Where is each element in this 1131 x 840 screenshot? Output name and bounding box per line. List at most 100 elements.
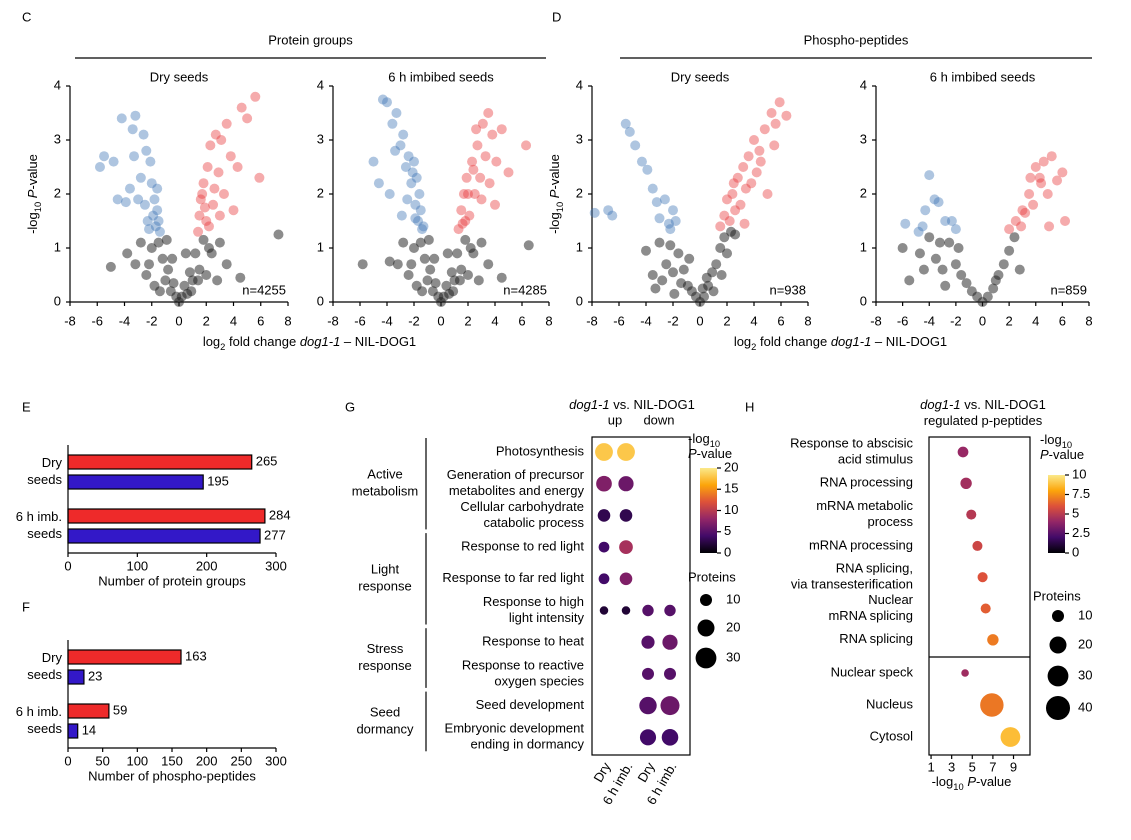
point bbox=[105, 261, 116, 272]
chart-title: 6 h imbibed seeds bbox=[930, 69, 1036, 84]
value-label: 163 bbox=[185, 648, 207, 663]
y-axis-label-part: -log bbox=[25, 212, 40, 234]
y-tick-label: 1 bbox=[576, 239, 583, 254]
x-axis-label-part: – NIL-DOG1 bbox=[340, 334, 416, 349]
size-legend-label: 20 bbox=[1078, 636, 1092, 651]
point bbox=[236, 102, 247, 113]
header-part: regulated p-peptides bbox=[924, 413, 1043, 428]
group-label: response bbox=[358, 658, 411, 673]
dot bbox=[639, 696, 657, 715]
row-label: RNA splicing, bbox=[836, 561, 913, 576]
point bbox=[429, 253, 440, 264]
point bbox=[475, 172, 486, 183]
point bbox=[759, 124, 770, 135]
point bbox=[1017, 205, 1028, 216]
row-label: ending in dormancy bbox=[471, 737, 585, 752]
row-label: Response to reactive bbox=[462, 657, 584, 672]
x-tick-label: 0 bbox=[175, 313, 182, 328]
point bbox=[141, 145, 152, 156]
value-label: 23 bbox=[88, 668, 102, 683]
point bbox=[944, 237, 955, 248]
point bbox=[387, 118, 398, 129]
point bbox=[154, 286, 165, 297]
colorbar-tick-label: 0 bbox=[1072, 544, 1079, 559]
point bbox=[232, 162, 243, 172]
point bbox=[463, 189, 473, 199]
group-label: metabolism bbox=[352, 484, 418, 499]
point bbox=[496, 124, 507, 135]
size-legend-label: 20 bbox=[726, 619, 740, 634]
point bbox=[425, 264, 436, 275]
point bbox=[446, 267, 457, 278]
category-label: 6 h imb. bbox=[16, 704, 62, 719]
x-tick-label: 150 bbox=[161, 753, 183, 768]
point bbox=[673, 248, 684, 259]
point bbox=[654, 213, 665, 224]
point bbox=[94, 162, 105, 172]
row-label: Response to red light bbox=[461, 539, 584, 554]
point bbox=[940, 280, 951, 291]
point bbox=[990, 275, 1001, 286]
point bbox=[208, 199, 219, 210]
point bbox=[403, 151, 414, 162]
point bbox=[471, 124, 482, 135]
header-part: dog1-1 bbox=[569, 397, 609, 412]
point bbox=[368, 156, 379, 167]
point bbox=[127, 124, 138, 135]
point bbox=[1057, 167, 1068, 178]
dot bbox=[597, 509, 611, 522]
colorbar-title-part: -log bbox=[688, 431, 710, 446]
point bbox=[194, 264, 205, 275]
point bbox=[484, 178, 495, 189]
row-label: Photosynthesis bbox=[496, 443, 585, 458]
point bbox=[221, 259, 232, 270]
point bbox=[390, 145, 401, 156]
y-tick-label: 2 bbox=[576, 185, 583, 200]
point bbox=[1004, 224, 1015, 235]
bar bbox=[67, 669, 85, 685]
size-legend-dot bbox=[1047, 665, 1069, 687]
point bbox=[167, 253, 178, 264]
point bbox=[708, 286, 719, 297]
colorbar-title-part: 10 bbox=[710, 439, 720, 449]
header-part: vs. NIL-DOG1 bbox=[610, 397, 695, 412]
point bbox=[186, 286, 197, 297]
row-label: mRNA splicing bbox=[828, 608, 913, 623]
x-tick-label: 2 bbox=[203, 313, 210, 328]
point bbox=[452, 248, 463, 259]
x-axis-label: -log10 P-value bbox=[932, 774, 1012, 792]
group-label: Active bbox=[367, 467, 402, 482]
point bbox=[396, 210, 407, 221]
point bbox=[209, 183, 220, 194]
y-tick-label: 3 bbox=[576, 131, 583, 146]
point bbox=[190, 248, 201, 259]
point bbox=[410, 213, 421, 224]
point bbox=[133, 194, 144, 205]
point bbox=[647, 183, 658, 194]
point bbox=[1044, 221, 1055, 232]
y-axis-label-part: P bbox=[547, 189, 562, 198]
row-label: Response to heat bbox=[482, 634, 584, 649]
group-label: Seed bbox=[370, 704, 400, 719]
point bbox=[460, 234, 471, 245]
point bbox=[937, 264, 948, 275]
point bbox=[254, 172, 265, 183]
category-label: 6 h imb. bbox=[16, 509, 62, 524]
row-label: Cellular carbohydrate bbox=[460, 499, 584, 514]
point bbox=[929, 194, 940, 205]
chart-title: Dry seeds bbox=[671, 69, 730, 84]
colorbar-tick-label: 2.5 bbox=[1072, 525, 1090, 540]
group-title: Protein groups bbox=[268, 32, 353, 47]
bar bbox=[67, 474, 204, 490]
point bbox=[250, 91, 261, 102]
group-title: Phospho-peptides bbox=[804, 32, 909, 47]
y-axis-label-part: -value bbox=[25, 154, 40, 189]
point bbox=[961, 278, 972, 289]
colorbar-tick-label: 20 bbox=[724, 459, 738, 474]
point bbox=[411, 172, 422, 183]
colorbar-title-part: P bbox=[688, 446, 697, 461]
point bbox=[423, 234, 434, 245]
point bbox=[242, 113, 253, 124]
point bbox=[663, 218, 674, 229]
